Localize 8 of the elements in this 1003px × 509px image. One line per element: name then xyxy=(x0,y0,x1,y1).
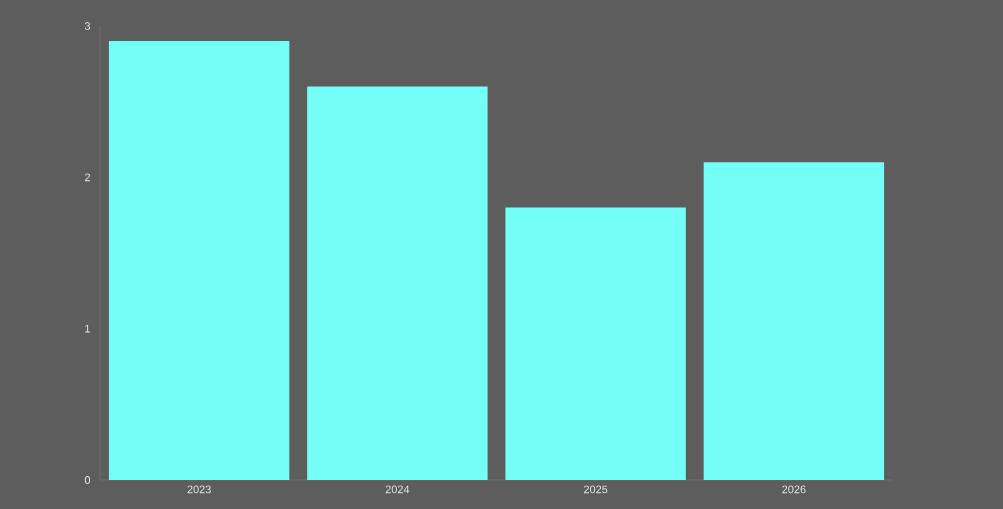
y-tick-label: 1 xyxy=(85,324,90,333)
x-tick-label: 2023 xyxy=(187,485,211,494)
x-tick-label: 2024 xyxy=(385,485,410,494)
y-tick-label: 0 xyxy=(84,476,91,484)
x-tick-label: 2026 xyxy=(782,485,806,494)
y-tick-label: 3 xyxy=(84,22,90,30)
y-tick-label: 2 xyxy=(84,173,90,182)
x-tick-label: 2025 xyxy=(583,485,608,494)
